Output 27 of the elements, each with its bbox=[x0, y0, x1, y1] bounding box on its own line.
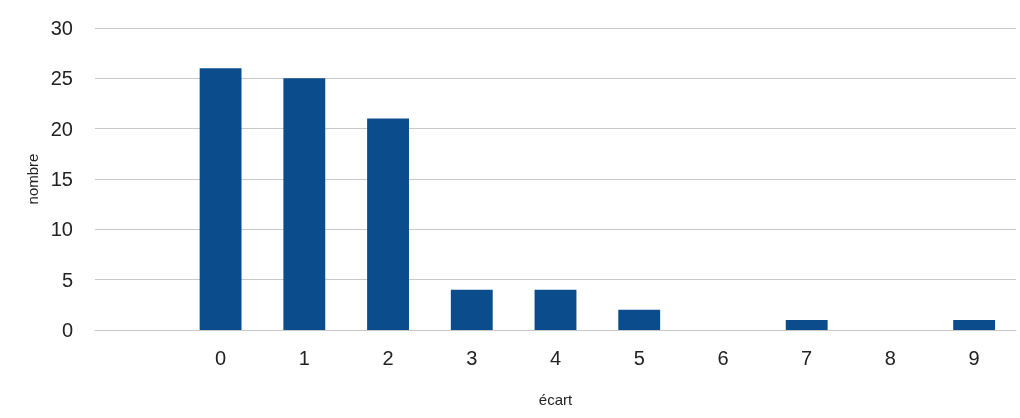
y-axis-title: nombre bbox=[23, 153, 41, 205]
x-tick-label: 6 bbox=[717, 347, 729, 369]
bar bbox=[199, 68, 242, 330]
x-tick-label: 7 bbox=[801, 347, 813, 369]
y-tick-label: 15 bbox=[50, 168, 73, 190]
y-tick-label: 25 bbox=[50, 67, 73, 90]
x-tick-label: 4 bbox=[549, 347, 562, 369]
bar bbox=[450, 289, 493, 330]
y-tick-label: 0 bbox=[61, 319, 73, 341]
bar bbox=[785, 319, 828, 330]
bar bbox=[283, 78, 326, 330]
x-axis-title: écart bbox=[538, 391, 573, 408]
x-tick-label: 5 bbox=[633, 347, 645, 369]
x-tick-label: 0 bbox=[215, 347, 227, 369]
x-tick-label: 9 bbox=[968, 347, 980, 369]
bar bbox=[367, 118, 409, 330]
bar bbox=[953, 319, 996, 330]
bar bbox=[618, 309, 661, 330]
y-tick-label: 10 bbox=[50, 218, 73, 241]
y-tick-label: 30 bbox=[50, 17, 73, 39]
x-tick-label: 1 bbox=[298, 347, 310, 369]
x-tick-label: 3 bbox=[466, 347, 478, 369]
x-tick-label: 8 bbox=[884, 347, 896, 369]
bar bbox=[534, 289, 577, 330]
x-tick-label: 2 bbox=[382, 347, 394, 369]
y-tick-label: 20 bbox=[50, 117, 73, 140]
y-tick-label: 5 bbox=[61, 268, 73, 291]
